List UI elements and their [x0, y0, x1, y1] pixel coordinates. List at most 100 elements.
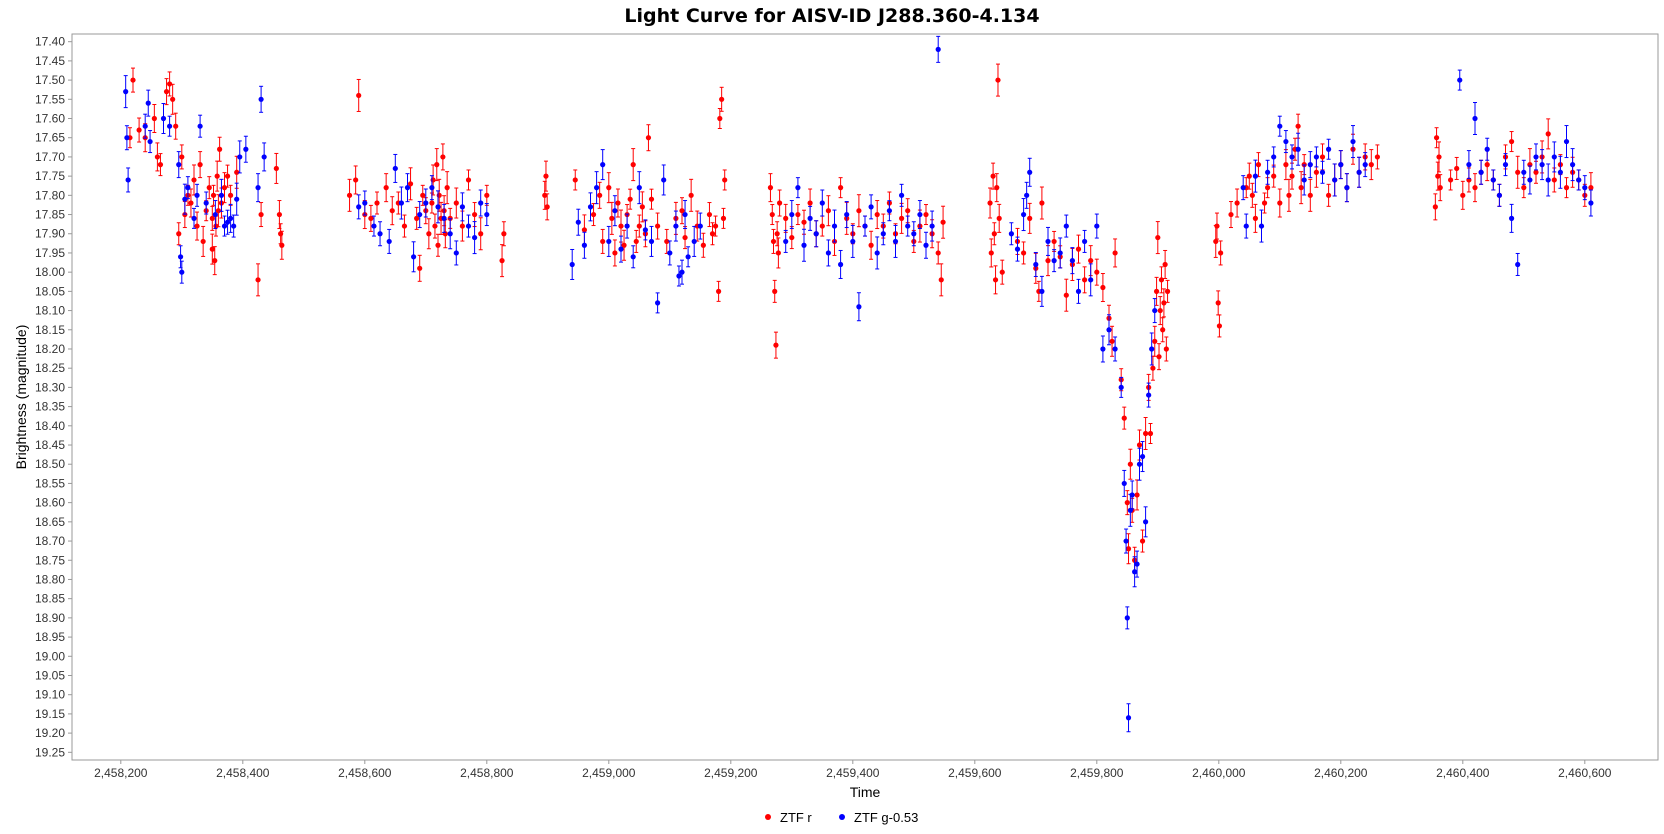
data-marker — [992, 277, 999, 283]
data-point — [472, 221, 478, 255]
data-marker — [1158, 277, 1165, 283]
data-marker — [197, 162, 203, 168]
data-point — [1433, 127, 1440, 149]
data-point — [1146, 382, 1152, 408]
data-marker — [377, 231, 383, 237]
data-marker — [356, 204, 362, 210]
data-marker — [1484, 162, 1490, 168]
data-marker — [185, 185, 191, 191]
data-point — [600, 149, 606, 181]
data-marker — [825, 250, 832, 256]
data-marker — [1307, 162, 1313, 168]
data-marker — [838, 185, 844, 191]
data-point — [676, 265, 682, 287]
data-point — [783, 203, 789, 233]
data-point — [261, 142, 267, 172]
data-point — [243, 135, 249, 163]
data-marker — [1557, 169, 1563, 175]
data-point — [1252, 159, 1258, 193]
data-point — [1136, 447, 1143, 481]
data-point — [991, 222, 997, 246]
data-marker — [825, 208, 832, 214]
data-marker — [368, 215, 374, 221]
data-point — [1109, 325, 1115, 357]
data-marker — [1039, 200, 1045, 206]
data-point — [1460, 180, 1466, 210]
data-point — [648, 225, 655, 257]
data-point — [899, 183, 905, 207]
data-marker — [420, 192, 426, 198]
data-point — [606, 172, 612, 204]
data-point — [1152, 325, 1158, 357]
data-point — [819, 189, 825, 217]
data-marker — [783, 215, 789, 221]
data-marker — [712, 223, 719, 229]
data-marker — [1152, 338, 1158, 344]
data-marker — [1313, 154, 1319, 160]
data-point — [1374, 144, 1380, 170]
data-marker — [1051, 258, 1057, 264]
data-marker — [618, 223, 624, 229]
data-marker — [1271, 154, 1277, 160]
data-marker — [392, 165, 398, 172]
data-marker — [417, 211, 423, 218]
data-marker — [801, 242, 807, 248]
x-tick-label: 2,459,600 — [948, 766, 1002, 780]
data-marker — [609, 215, 615, 221]
data-marker — [862, 223, 868, 229]
x-tick-label: 2,460,000 — [1192, 766, 1246, 780]
legend-marker-ztf-r — [765, 814, 771, 820]
data-marker — [218, 192, 225, 198]
data-point — [1162, 249, 1168, 279]
data-point — [938, 263, 944, 297]
data-marker — [1112, 346, 1118, 352]
data-marker — [1157, 307, 1163, 314]
data-point — [383, 173, 389, 203]
data-marker — [1100, 284, 1106, 291]
data-marker — [1136, 442, 1143, 448]
data-marker — [1295, 123, 1301, 129]
data-point — [191, 207, 197, 229]
data-marker — [398, 200, 404, 206]
data-marker — [386, 238, 392, 245]
data-point — [777, 189, 783, 217]
data-point — [258, 202, 264, 228]
data-marker — [176, 231, 182, 237]
data-marker — [173, 123, 179, 129]
data-marker — [717, 115, 723, 122]
data-marker — [453, 200, 459, 206]
data-marker — [258, 96, 264, 102]
data-marker — [679, 269, 685, 275]
data-point — [386, 228, 392, 254]
data-marker — [923, 211, 929, 218]
data-marker — [1139, 453, 1146, 460]
data-point — [1134, 479, 1140, 511]
y-tick-label: 17.45 — [35, 54, 65, 68]
y-tick-label: 19.25 — [35, 745, 65, 759]
data-point — [994, 173, 1000, 203]
data-marker — [636, 185, 642, 191]
data-point — [648, 188, 655, 210]
data-marker — [194, 192, 200, 198]
data-point — [1301, 164, 1307, 196]
data-marker — [673, 223, 679, 229]
data-marker — [606, 185, 612, 191]
data-point — [389, 196, 395, 226]
data-point — [1551, 141, 1557, 173]
legend: ZTF r ZTF g-0.53 — [765, 810, 918, 825]
data-point — [1277, 115, 1283, 137]
data-point — [194, 183, 200, 207]
data-marker — [1484, 146, 1490, 152]
data-point — [1539, 149, 1545, 181]
data-point — [188, 188, 194, 218]
y-tick-label: 17.85 — [35, 208, 65, 222]
data-marker — [124, 135, 130, 141]
data-marker — [1362, 162, 1368, 168]
data-marker — [206, 185, 212, 191]
data-marker — [176, 162, 182, 168]
data-marker — [905, 223, 911, 229]
data-marker — [691, 238, 697, 245]
data-marker — [1155, 234, 1161, 241]
data-marker — [819, 200, 825, 206]
data-point — [362, 190, 368, 216]
